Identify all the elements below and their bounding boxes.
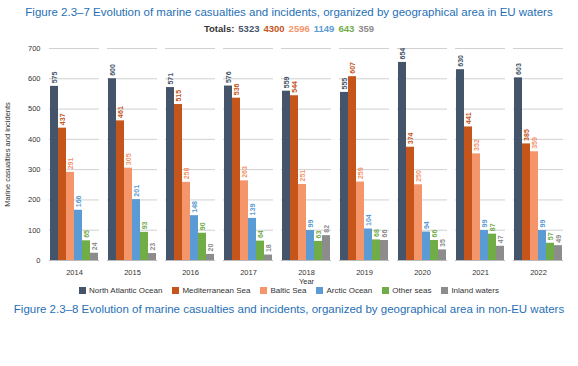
svg-text:437: 437	[59, 113, 66, 125]
svg-text:90: 90	[199, 222, 206, 230]
svg-text:305: 305	[125, 153, 132, 165]
html-text:Figure 2.3–8 Evolution of mari: Figure 2.3–8 Evolution of marine casualt…	[13, 303, 565, 315]
svg-text:555: 555	[341, 78, 348, 90]
svg-text:263: 263	[241, 166, 248, 178]
svg-text:201: 201	[133, 185, 140, 197]
svg-text:35: 35	[439, 239, 446, 247]
html-text:Other seas: Other seas	[392, 286, 432, 295]
svg-text:94: 94	[423, 221, 430, 229]
svg-text:300: 300	[28, 165, 41, 174]
html-text:Baltic Sea: Baltic Sea	[270, 286, 307, 295]
svg-text:99: 99	[307, 220, 314, 228]
svg-text:65: 65	[83, 230, 90, 238]
svg-text:57: 57	[547, 232, 554, 240]
svg-text:251: 251	[299, 170, 306, 182]
svg-text:575: 575	[51, 72, 58, 84]
svg-text:559: 559	[283, 76, 290, 88]
svg-text:2016: 2016	[182, 268, 199, 277]
svg-text:200: 200	[28, 195, 41, 204]
svg-text:544: 544	[291, 81, 298, 93]
svg-text:258: 258	[183, 168, 190, 180]
svg-text:607: 607	[349, 62, 356, 74]
svg-text:2021: 2021	[472, 268, 489, 277]
svg-text:600: 600	[28, 74, 41, 83]
svg-text:24: 24	[91, 242, 98, 250]
svg-text:600: 600	[109, 64, 116, 76]
svg-text:441: 441	[465, 112, 472, 124]
svg-text:139: 139	[249, 204, 256, 216]
svg-text:0: 0	[36, 256, 40, 265]
svg-text:49: 49	[555, 235, 562, 243]
svg-text:104: 104	[365, 214, 372, 226]
svg-text:500: 500	[28, 104, 41, 113]
svg-text:654: 654	[399, 48, 406, 60]
svg-text:66: 66	[431, 230, 438, 238]
svg-text:148: 148	[191, 201, 198, 213]
svg-text:Year: Year	[299, 277, 315, 286]
svg-text:515: 515	[175, 90, 182, 102]
svg-text:461: 461	[117, 106, 124, 118]
svg-text:2015: 2015	[124, 268, 141, 277]
svg-text:87: 87	[489, 223, 496, 231]
svg-text:99: 99	[481, 220, 488, 228]
svg-text:2014: 2014	[66, 268, 83, 277]
svg-text:68: 68	[373, 229, 380, 237]
svg-text:400: 400	[28, 135, 41, 144]
svg-text:2022: 2022	[530, 268, 547, 277]
svg-text:23: 23	[149, 243, 156, 251]
svg-text:576: 576	[225, 71, 232, 83]
svg-text:20: 20	[207, 244, 214, 252]
svg-text:63: 63	[315, 231, 322, 239]
svg-text:66: 66	[381, 230, 388, 238]
svg-text:2018: 2018	[298, 268, 315, 277]
svg-text:700: 700	[28, 44, 41, 53]
svg-text:Marine casualties and incident: Marine casualties and incidents	[3, 102, 12, 207]
svg-text:630: 630	[457, 55, 464, 67]
svg-text:259: 259	[357, 167, 364, 179]
svg-text:352: 352	[473, 139, 480, 151]
svg-text:250: 250	[415, 170, 422, 182]
svg-text:100: 100	[28, 226, 41, 235]
svg-text:385: 385	[523, 129, 530, 141]
html-text:Inland waters: Inland waters	[451, 286, 499, 295]
html-text:Arctic Ocean: Arctic Ocean	[326, 286, 373, 295]
svg-text:2020: 2020	[414, 268, 431, 277]
html-text:North Atlantic Ocean: North Atlantic Ocean	[89, 286, 163, 295]
svg-text:536: 536	[233, 83, 240, 95]
svg-text:93: 93	[141, 221, 148, 229]
html-text:Figure 2.3–7 Evolution of mari: Figure 2.3–7 Evolution of marine casualt…	[25, 6, 553, 18]
svg-text:99: 99	[539, 220, 546, 228]
svg-text:571: 571	[167, 73, 174, 85]
svg-text:166: 166	[75, 195, 82, 207]
svg-text:82: 82	[323, 225, 330, 233]
svg-text:2019: 2019	[356, 268, 373, 277]
svg-text:64: 64	[257, 230, 264, 238]
svg-text:291: 291	[67, 158, 74, 170]
svg-text:2017: 2017	[240, 268, 257, 277]
svg-text:359: 359	[531, 137, 538, 149]
html-text:Totals: 5323 4300 2596 1149 64: Totals: 5323 4300 2596 1149 643 359	[203, 23, 375, 34]
svg-text:18: 18	[265, 244, 272, 252]
svg-text:374: 374	[407, 132, 414, 144]
html-text:Mediterranean Sea: Mediterranean Sea	[182, 286, 251, 295]
svg-text:47: 47	[497, 235, 504, 243]
svg-text:603: 603	[515, 63, 522, 75]
